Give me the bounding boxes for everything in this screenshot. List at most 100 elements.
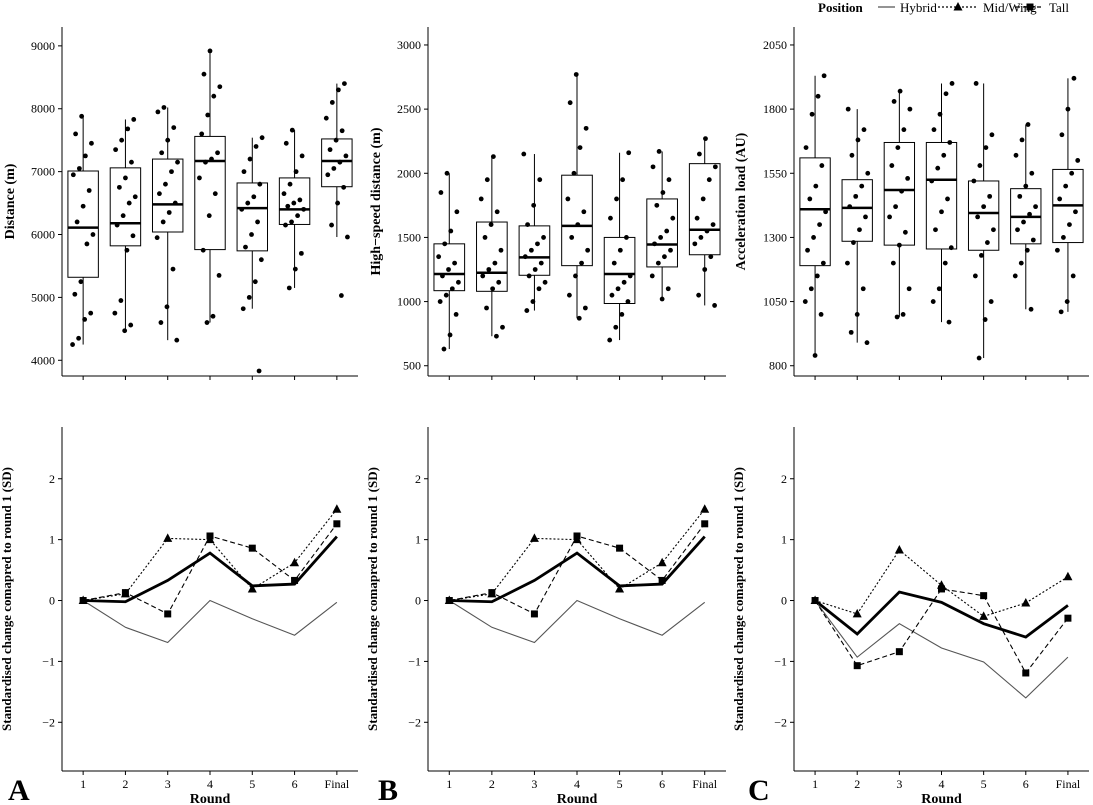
data-point <box>569 235 575 240</box>
data-point <box>897 88 903 94</box>
data-point <box>654 202 660 208</box>
data-point <box>157 191 162 197</box>
data-point <box>88 310 94 316</box>
data-point <box>247 156 253 162</box>
data-point <box>946 319 952 325</box>
data-point <box>70 172 76 178</box>
data-point <box>565 196 571 202</box>
panel-letter: B <box>378 774 398 805</box>
data-point <box>906 286 912 292</box>
data-point <box>158 320 164 325</box>
legend-marker-square <box>1026 3 1034 11</box>
x-tick-label: 1 <box>812 777 818 791</box>
series-marker <box>488 589 496 597</box>
data-point <box>498 247 504 253</box>
box-iqr <box>67 170 99 278</box>
data-point <box>116 184 122 190</box>
data-point <box>987 193 993 199</box>
data-point <box>203 159 208 165</box>
data-point <box>76 335 82 341</box>
box-5 <box>967 83 1000 359</box>
data-point <box>327 147 333 153</box>
data-point <box>1057 196 1063 202</box>
data-point <box>154 235 160 241</box>
data-point <box>206 213 212 219</box>
data-point <box>706 177 712 183</box>
data-point <box>976 355 982 361</box>
data-point <box>329 222 334 228</box>
data-point <box>123 175 128 181</box>
data-point <box>243 244 248 250</box>
panel-5: −2 −1 0 1 2 1 2 3 4 5 6 Final Standardised change co… <box>365 427 726 805</box>
data-point <box>566 292 572 298</box>
box-iqr <box>603 236 636 305</box>
data-point <box>930 299 936 304</box>
data-point <box>118 298 124 303</box>
series-marker <box>657 557 667 567</box>
data-point <box>488 222 494 227</box>
y-tick-label: 5000 <box>31 290 55 304</box>
series-marker <box>1064 614 1072 622</box>
data-point <box>530 299 536 304</box>
data-point <box>933 227 938 233</box>
data-point <box>163 181 168 187</box>
data-point <box>1012 273 1018 279</box>
data-point <box>201 71 207 77</box>
data-point <box>444 170 450 176</box>
data-point <box>696 151 702 157</box>
data-point <box>446 267 451 272</box>
data-point <box>1021 219 1026 225</box>
data-point <box>1058 309 1064 315</box>
data-point <box>861 127 867 133</box>
x-tick-label: 1 <box>80 777 86 791</box>
box-6 <box>1010 124 1042 310</box>
data-point <box>889 163 895 168</box>
legend-marker-triangle <box>953 2 963 11</box>
x-tick-label: 3 <box>165 777 171 791</box>
data-point <box>537 177 543 183</box>
data-point <box>253 144 259 149</box>
y-tick-label: 1 <box>415 533 421 547</box>
data-point <box>531 202 537 208</box>
data-point <box>893 204 898 210</box>
box-iqr <box>883 141 916 246</box>
legend-item-label: Tall <box>1049 0 1069 15</box>
data-point <box>803 145 809 151</box>
data-point <box>585 247 591 253</box>
data-point <box>942 260 948 266</box>
data-point <box>1033 204 1038 210</box>
data-point <box>975 214 981 220</box>
series-line <box>82 599 338 644</box>
box-1 <box>799 75 831 356</box>
data-point <box>343 153 349 159</box>
data-point <box>1030 237 1036 243</box>
data-point <box>251 194 257 200</box>
data-point <box>1029 170 1035 176</box>
data-point <box>492 260 498 266</box>
data-point <box>895 145 901 151</box>
x-tick-label: 5 <box>617 777 623 791</box>
data-point <box>1019 137 1025 143</box>
data-point <box>857 227 862 233</box>
data-point <box>78 279 84 285</box>
y-tick-label: 0 <box>415 594 421 608</box>
series-marker <box>811 597 819 605</box>
data-point <box>655 260 661 266</box>
data-point <box>496 279 502 285</box>
y-tick-label: 1300 <box>763 230 787 244</box>
data-point <box>209 156 214 162</box>
x-tick-label: 6 <box>1023 777 1029 791</box>
data-point <box>524 308 530 313</box>
y-tick-label: 800 <box>769 359 787 373</box>
data-point <box>973 81 979 86</box>
data-point <box>170 266 176 272</box>
data-point <box>712 164 718 170</box>
data-point <box>704 228 710 234</box>
box-2 <box>841 109 873 343</box>
data-point <box>345 234 350 240</box>
data-point <box>614 196 619 202</box>
x-tick-label: 3 <box>896 777 902 791</box>
data-point <box>246 294 252 300</box>
data-point <box>122 328 128 334</box>
data-point <box>576 315 582 321</box>
